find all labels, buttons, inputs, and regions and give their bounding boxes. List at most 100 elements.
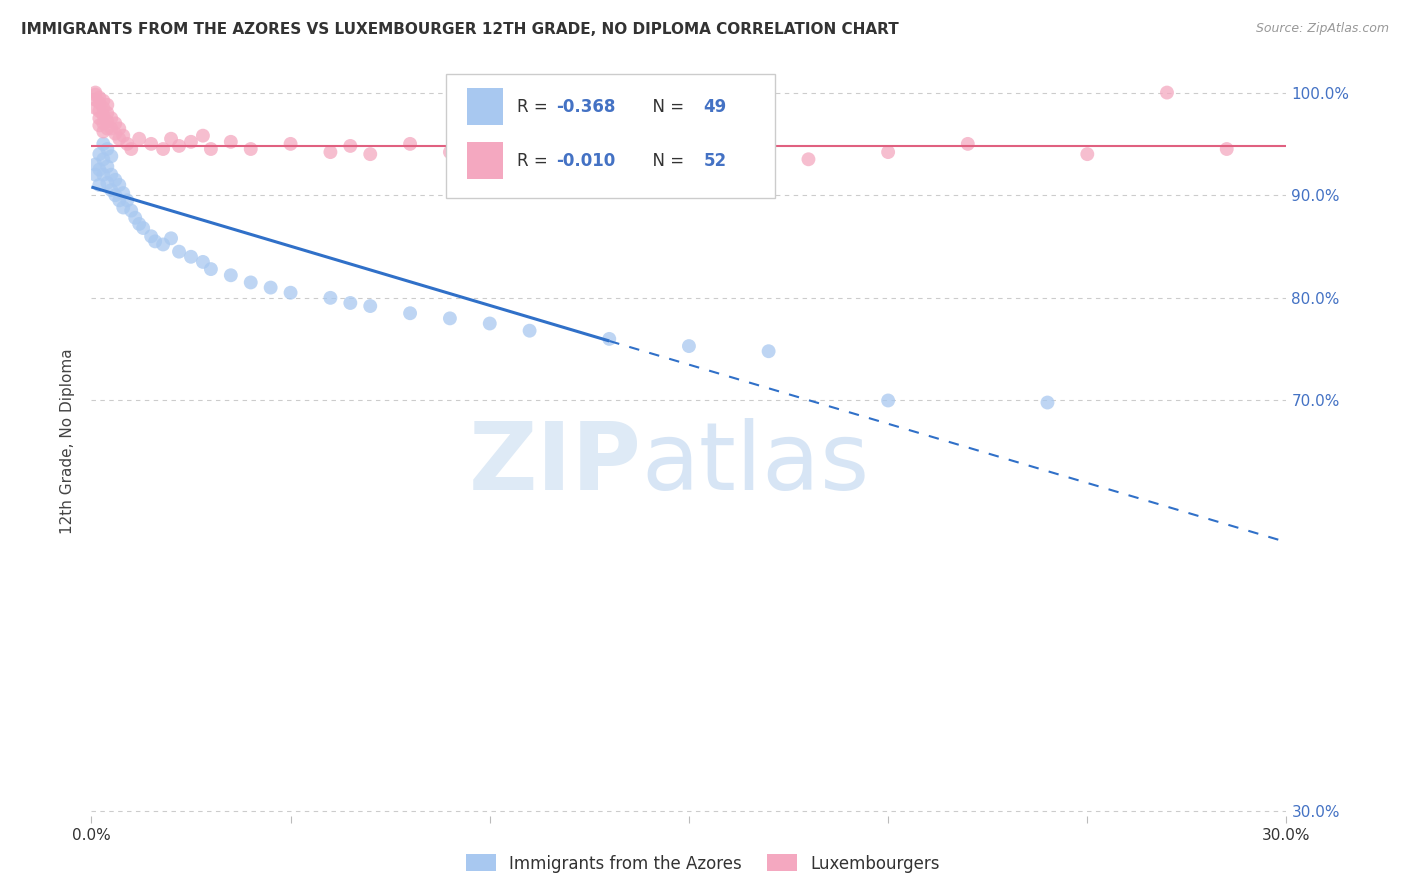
Point xyxy=(319,291,342,305)
Point xyxy=(152,237,174,252)
Point xyxy=(93,101,115,115)
Text: IMMIGRANTS FROM THE AZORES VS LUXEMBOURGER 12TH GRADE, NO DIPLOMA CORRELATION CH: IMMIGRANTS FROM THE AZORES VS LUXEMBOURG… xyxy=(21,22,898,37)
Point xyxy=(1215,142,1237,156)
Point xyxy=(239,142,262,156)
Point xyxy=(200,142,222,156)
Point xyxy=(96,160,118,174)
Point xyxy=(956,136,979,151)
Text: R =: R = xyxy=(517,97,553,116)
Point xyxy=(100,168,122,182)
Point xyxy=(280,285,302,300)
Point xyxy=(84,93,107,107)
Point xyxy=(93,94,115,108)
Point xyxy=(84,157,107,171)
Text: ZIP: ZIP xyxy=(468,418,641,510)
Point xyxy=(89,95,111,110)
Point xyxy=(104,188,127,202)
Point xyxy=(141,136,162,151)
Point xyxy=(93,168,115,182)
Point xyxy=(104,116,127,130)
Point xyxy=(96,142,118,156)
Point xyxy=(115,136,138,151)
Point xyxy=(93,124,115,138)
Point xyxy=(112,201,135,215)
Point xyxy=(359,299,381,313)
Point xyxy=(96,106,118,120)
Point xyxy=(104,127,127,141)
Y-axis label: 12th Grade, No Diploma: 12th Grade, No Diploma xyxy=(60,349,76,534)
Point xyxy=(89,178,111,192)
Point xyxy=(100,149,122,163)
Point xyxy=(219,135,242,149)
Point xyxy=(100,183,122,197)
Point xyxy=(439,311,461,326)
Point xyxy=(558,142,581,156)
Point xyxy=(200,262,222,277)
Text: atlas: atlas xyxy=(641,418,869,510)
Point xyxy=(84,101,107,115)
Point xyxy=(100,121,122,136)
Point xyxy=(877,145,900,160)
Point xyxy=(84,168,107,182)
Point xyxy=(112,186,135,201)
Point xyxy=(96,121,118,136)
Point xyxy=(339,139,361,153)
Point xyxy=(89,162,111,177)
Point xyxy=(89,103,111,118)
Point xyxy=(1156,86,1178,100)
Point xyxy=(93,108,115,122)
Point xyxy=(89,119,111,133)
Bar xyxy=(467,88,502,126)
Point xyxy=(180,135,202,149)
Point xyxy=(167,139,190,153)
Point xyxy=(877,393,900,408)
Point xyxy=(100,112,122,126)
Point xyxy=(160,231,183,245)
Point xyxy=(478,149,501,163)
Point xyxy=(478,317,501,331)
Point xyxy=(108,178,131,192)
Text: 52: 52 xyxy=(703,152,727,169)
Point xyxy=(132,221,155,235)
Point xyxy=(191,128,214,143)
Text: N =: N = xyxy=(643,97,690,116)
Text: Source: ZipAtlas.com: Source: ZipAtlas.com xyxy=(1256,22,1389,36)
Text: 49: 49 xyxy=(703,97,727,116)
Point xyxy=(141,229,162,244)
Point xyxy=(96,114,118,128)
Point xyxy=(259,280,281,294)
Point xyxy=(104,173,127,187)
Point xyxy=(89,112,111,126)
Point xyxy=(180,250,202,264)
Point xyxy=(89,91,111,105)
Point xyxy=(128,132,150,146)
Point xyxy=(399,306,422,320)
Text: -0.368: -0.368 xyxy=(557,97,616,116)
Bar xyxy=(467,142,502,179)
Point xyxy=(280,136,302,151)
Point xyxy=(678,145,700,160)
Text: -0.010: -0.010 xyxy=(557,152,616,169)
Point xyxy=(598,332,620,346)
Point xyxy=(239,276,262,290)
FancyBboxPatch shape xyxy=(446,74,775,198)
Point xyxy=(167,244,190,259)
Point xyxy=(89,147,111,161)
Point xyxy=(678,339,700,353)
Point xyxy=(439,145,461,160)
Point xyxy=(84,87,107,102)
Point xyxy=(120,142,142,156)
Text: R =: R = xyxy=(517,152,553,169)
Point xyxy=(108,194,131,208)
Point xyxy=(120,203,142,218)
Point xyxy=(93,153,115,167)
Point xyxy=(128,217,150,231)
Point xyxy=(96,98,118,112)
Point xyxy=(219,268,242,283)
Point xyxy=(519,324,541,338)
Point xyxy=(112,128,135,143)
Point xyxy=(191,255,214,269)
Point xyxy=(96,176,118,190)
Point xyxy=(124,211,146,225)
Point xyxy=(115,194,138,208)
